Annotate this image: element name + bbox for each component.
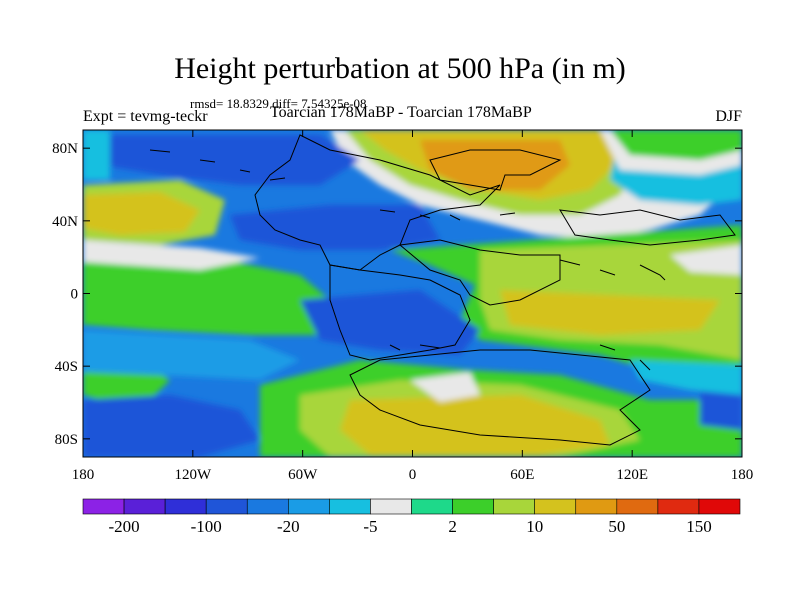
colorbar-swatch [288,498,330,515]
field-region-nw-cyan [83,130,110,180]
continent-africa [398,239,561,306]
field-region-mid-blue [230,205,440,250]
field-region-se-blue [700,385,742,430]
continent-india-east [559,209,736,246]
field-region-ne-green2 [610,130,742,160]
colorbar-swatch [82,498,125,515]
colorbar-labels: -200 -100 -20 -5 2 10 50 150 [108,517,711,536]
y-tick-label: 80N [52,141,78,157]
field-region-sa-blue [300,290,480,355]
colorbar-label: 10 [526,517,543,536]
field-region-w-yellow2 [83,192,200,235]
chart-title: Height perturbation at 500 hPa (in m) [174,52,626,85]
colorbar-swatch [370,498,412,515]
colorbar-swatch [164,498,207,515]
colorbar-label: -20 [277,517,300,536]
x-tick-label: 180 [731,467,754,483]
y-tick-label: 0 [71,287,79,303]
field-region-s-yellow [340,395,610,455]
field-region-dateline-gray [670,245,742,275]
colorbar-swatch [123,498,166,515]
field-region-w-green [83,250,330,335]
field-region-sw-blue [83,395,260,457]
coastline-fragments-north [149,149,516,221]
colorbar-swatch [452,498,494,515]
colorbar-swatch [575,498,618,515]
y-tick-label: 40N [52,214,78,230]
height-perturbation-field [83,130,742,457]
colorbar-label: -5 [363,517,377,536]
colorbar-swatch [205,498,248,515]
colorbar-swatch [493,498,535,515]
comparison-label: Toarcian 178MaBP - Toarcian 178MaBP [270,104,532,121]
x-tick-label: 0 [409,467,417,483]
coastline-fragments-south [389,344,651,371]
tick-marks [82,130,743,457]
field-region-w-gray [83,240,260,270]
colorbar-swatch [657,498,700,515]
colorbar-label: 150 [686,517,712,536]
continent-eurasia-north [429,149,562,191]
colorbar-swatch [411,498,453,515]
continent-south-america [329,264,471,361]
colorbar-swatch [246,498,289,515]
experiment-label: Expt = tevmg-teckr [83,108,208,125]
colorbar-label: 50 [608,517,625,536]
y-tick-label: 40S [55,359,78,375]
colorbar-swatch [616,498,659,515]
tick-labels: 80N 40N 0 40S 80S 180 120W 60W 0 60E 120E 180 [52,141,753,483]
colorbar-label: 2 [448,517,457,536]
x-tick-label: 120E [616,467,648,483]
x-tick-label: 180 [72,467,95,483]
x-tick-label: 60E [510,467,534,483]
colorbar-label: -200 [108,517,139,536]
field-region-s-gray [410,372,480,402]
island-arc-pacific [559,259,666,281]
field-region-sw-cyan [83,330,300,380]
x-tick-label: 60W [288,467,318,483]
field-region-ne-orange [420,140,570,190]
colorbar-swatch [534,498,577,515]
colorbar-label: -100 [191,517,222,536]
field-region-se-cyan [630,360,742,395]
continent-antarctica-australia [349,349,651,446]
rmsd-diff-stats: rmsd= 18.8329 diff= 7.54325e-08 [190,96,367,111]
field-region-e-yellow [500,290,720,335]
season-label: DJF [715,108,742,125]
continent-outlines [149,134,736,446]
colorbar-swatch [329,498,371,515]
x-tick-label: 120W [174,467,212,483]
colorbar-swatch [698,498,741,515]
colorbar [82,498,741,515]
continent-north-america [254,134,501,271]
y-tick-label: 80S [55,432,78,448]
